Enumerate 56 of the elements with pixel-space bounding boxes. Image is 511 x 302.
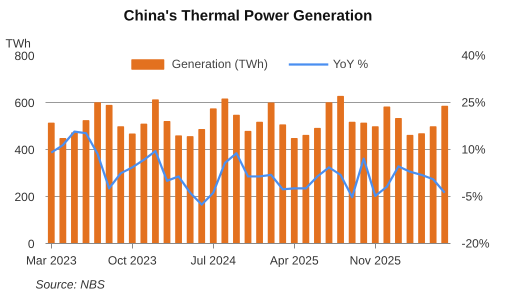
- y-tick-label: 600: [14, 96, 35, 110]
- chart-title: China's Thermal Power Generation: [124, 8, 372, 24]
- bar: [71, 132, 78, 244]
- legend-label: Generation (TWh): [172, 57, 268, 71]
- bar: [279, 124, 286, 244]
- bar: [441, 106, 448, 244]
- y-axis-title: TWh: [6, 36, 31, 50]
- bar: [268, 102, 275, 244]
- legend-label: YoY %: [332, 57, 368, 71]
- bar: [383, 106, 390, 244]
- x-tick-label: Nov 2025: [350, 254, 402, 268]
- bar: [430, 126, 437, 244]
- bar: [395, 118, 402, 244]
- y-tick-label: 800: [14, 49, 35, 63]
- bar: [164, 121, 170, 244]
- y2-tick-label: 10%: [462, 142, 486, 156]
- source-note: Source: NBS: [36, 278, 105, 292]
- bar: [140, 124, 148, 244]
- bar: [314, 128, 321, 244]
- bar: [106, 104, 113, 244]
- bar: [372, 126, 379, 244]
- bar: [256, 122, 263, 244]
- bar: [290, 138, 298, 244]
- x-tick-label: Jul 2024: [190, 254, 236, 268]
- bar: [128, 133, 136, 244]
- bar: [221, 98, 228, 244]
- y2-tick-label: 40%: [462, 48, 486, 62]
- bar: [82, 120, 90, 244]
- bar: [94, 102, 101, 244]
- bar: [418, 133, 425, 244]
- bar: [233, 114, 240, 244]
- bar: [406, 134, 414, 244]
- bar: [244, 130, 252, 244]
- y-tick-label: 400: [14, 143, 35, 157]
- x-tick-label: Apr 2025: [270, 254, 319, 268]
- bar: [48, 122, 55, 244]
- y-tick-label: 200: [14, 190, 35, 204]
- bar: [360, 122, 368, 244]
- x-tick-label: Oct 2023: [108, 254, 157, 268]
- y2-tick-label: 25%: [462, 96, 486, 110]
- bar: [198, 129, 206, 244]
- x-tick-label: Mar 2023: [26, 254, 77, 268]
- line-series: [50, 130, 446, 206]
- y-tick-label: 0: [28, 237, 35, 251]
- bar: [348, 122, 356, 244]
- bar: [302, 134, 310, 244]
- bar: [117, 126, 124, 244]
- bar: [59, 138, 66, 244]
- bar: [175, 135, 182, 244]
- bar: [210, 108, 217, 244]
- y2-tick-label: -20%: [462, 236, 490, 250]
- bar: [326, 102, 332, 244]
- y2-tick-label: -5%: [462, 190, 484, 204]
- bar: [337, 96, 344, 244]
- bar: [152, 99, 159, 244]
- bar: [186, 136, 194, 244]
